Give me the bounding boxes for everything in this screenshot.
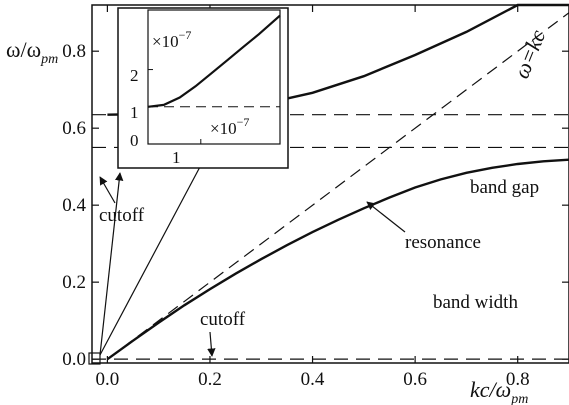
x-tick-label: 0.8 [506,369,530,390]
inset-y-tick-label: 1 [130,103,139,122]
inset-x-multiplier: ×10−7 [210,115,249,138]
diagonal-reference-series [107,12,569,360]
y-tick-label: 0.8 [62,41,86,62]
cutoff-arrow-upper [99,176,116,204]
band-width-label: band width [433,292,518,313]
inset-y-multiplier-base: ×10 [152,32,179,51]
cutoff-label-upper: cutoff [99,205,145,226]
cutoff-label-lower: cutoff [200,309,246,330]
cutoff-arrow-lower [207,331,216,357]
inset-curve [147,14,281,108]
y-tick-label: 0.4 [62,195,86,216]
zoom-box [88,352,101,365]
resonance-arrow [366,201,406,233]
inset-y-tick-label: 0 [130,131,139,150]
y-tick-label: 0.0 [62,349,86,370]
x-axis-label-sub: pm [510,392,528,405]
x-tick-label: 0.0 [96,369,120,390]
inset-y-multiplier: ×10−7 [152,28,191,51]
inset-chart: ×10−7 ×10−7 0 1 2 1 [117,7,289,169]
x-tick-label: 0.2 [198,369,222,390]
zoom-arrow-left [99,172,124,356]
y-tick-label: 0.2 [62,272,86,293]
inset-x-multiplier-exp: −7 [237,115,250,129]
y-axis-label-sub: pm [40,52,58,67]
x-tick-label: 0.6 [403,369,427,390]
axis-ticks: 0.0 0.2 0.4 0.6 0.8 0.0 0.2 0.4 0.6 0.8 [62,5,569,390]
inset-plot-area [147,9,281,145]
diagonal-line-label: ω=kc [508,26,550,82]
inset-series [147,14,281,145]
y-axis-label: ω/ωpm [6,37,58,67]
plot-frame [91,4,569,364]
inset-y-multiplier-exp: −7 [179,28,192,42]
zoom-arrow-right [99,147,211,356]
x-axis-label: kc/ωpm [470,377,528,405]
x-axis-label-main: kc/ω [470,377,511,402]
x-tick-label: 0.4 [301,369,325,390]
dispersion-curve [106,158,569,361]
resonance-label: resonance [405,232,481,253]
y-tick-label: 0.6 [62,118,86,139]
y-axis-label-main: ω/ω [6,37,41,62]
band-gap-label: band gap [470,177,539,198]
inset-y-tick-label: 2 [130,66,139,85]
inset-x-tick-label: 1 [172,148,181,167]
inset-x-multiplier-base: ×10 [210,119,237,138]
